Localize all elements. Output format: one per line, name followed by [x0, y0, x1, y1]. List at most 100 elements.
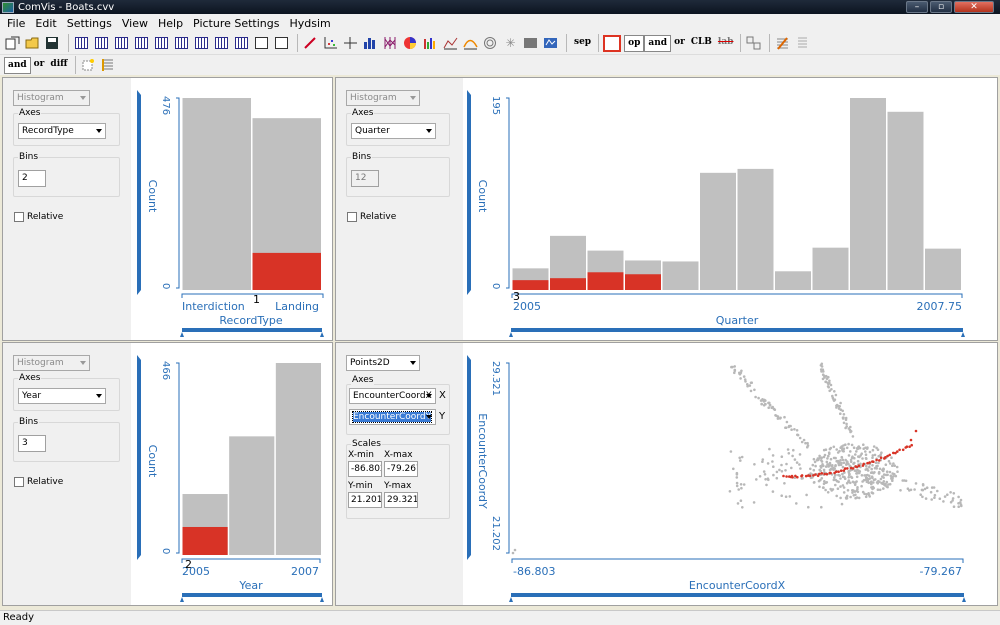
view-type-select[interactable]: Histogram [13, 90, 90, 106]
relative-checkbox-box[interactable] [14, 212, 24, 222]
view-grid-9-icon[interactable] [233, 35, 250, 52]
menu-help[interactable]: Help [157, 16, 184, 30]
y-range-slider[interactable] [137, 95, 141, 290]
lab-button[interactable]: lab [717, 36, 734, 47]
x-slider-handle-right[interactable] [320, 332, 324, 337]
y-range-slider[interactable] [467, 95, 471, 290]
y-slider-handle-top[interactable] [467, 90, 471, 95]
histogram-bar[interactable] [887, 111, 924, 291]
relative-checkbox-box[interactable] [14, 477, 24, 487]
menu-edit[interactable]: Edit [35, 16, 57, 30]
duplicate-view-icon[interactable] [273, 35, 290, 52]
open-icon[interactable] [24, 35, 41, 52]
selected-bar[interactable] [550, 278, 586, 290]
edit-properties-icon[interactable] [774, 35, 791, 52]
x-range-slider[interactable] [511, 593, 964, 597]
x-slider-handle-right[interactable] [961, 332, 965, 337]
relative-checkbox-box[interactable] [347, 212, 357, 222]
histogram-bar[interactable] [775, 271, 811, 290]
scatterplot-encounter[interactable]: EncounterCoordY 29.321 21.202 -86.803 -7… [463, 343, 998, 606]
histogram-bar[interactable] [229, 436, 275, 555]
histogram-bar[interactable] [850, 98, 886, 290]
y-slider-handle-bottom[interactable] [467, 555, 471, 560]
pie-chart-icon[interactable] [402, 35, 419, 52]
menu-file[interactable]: File [7, 16, 26, 30]
selected-bar[interactable] [182, 526, 228, 555]
y-slider-handle-top[interactable] [137, 355, 141, 360]
view-type-select[interactable]: Points2D [346, 355, 420, 371]
view-grid-2-icon[interactable] [93, 35, 110, 52]
map-icon[interactable] [542, 35, 559, 52]
y-slider-handle-top[interactable] [467, 355, 471, 360]
x-slider-handle-left[interactable] [509, 332, 513, 337]
scatterplot-icon[interactable] [322, 35, 339, 52]
ymin-input[interactable]: 21.2016 [348, 492, 382, 508]
axis-y-select[interactable]: EncounterCoordY [349, 409, 436, 425]
y-range-slider[interactable] [467, 360, 471, 555]
menu-picture-settings[interactable]: Picture Settings [193, 16, 280, 30]
view-type-select[interactable]: Histogram [13, 355, 90, 371]
or-selection-button[interactable]: or [33, 58, 45, 69]
selection-list-icon[interactable] [100, 57, 117, 74]
y-slider-handle-bottom[interactable] [467, 290, 471, 295]
y-range-slider[interactable] [137, 360, 141, 555]
sep-button[interactable]: sep [574, 36, 592, 47]
star-icon[interactable]: ✳ [505, 36, 516, 50]
and-button[interactable]: and [644, 34, 672, 52]
axis-select[interactable]: Quarter [351, 123, 436, 139]
ymax-input[interactable]: 29.3217 [384, 492, 418, 508]
view-grid-8-icon[interactable] [213, 35, 230, 52]
axis-select[interactable]: Year [18, 388, 106, 404]
view-grid-1-icon[interactable] [73, 35, 90, 52]
selected-bar[interactable] [512, 280, 549, 290]
x-slider-handle-left[interactable] [180, 597, 184, 602]
view-type-select[interactable]: Histogram [346, 90, 420, 106]
maximize-button[interactable]: ▫ [930, 1, 952, 13]
op-button[interactable]: op [624, 34, 645, 52]
selected-bar[interactable] [625, 274, 661, 290]
x-range-slider[interactable] [511, 328, 963, 332]
link-views-icon[interactable] [745, 35, 762, 52]
list-icon[interactable] [794, 35, 811, 52]
and-selection-button[interactable]: and [4, 56, 31, 74]
histogram-recordtype[interactable]: Count 476 0 Interdiction Landing 1 Recor… [131, 78, 333, 341]
histogram-bar[interactable] [275, 363, 321, 555]
view-grid-3-icon[interactable] [113, 35, 130, 52]
relative-checkbox[interactable]: Relative [347, 212, 396, 222]
minimize-button[interactable]: – [906, 1, 928, 13]
axis-x-select[interactable]: EncounterCoordX [349, 388, 436, 404]
y-slider-handle-bottom[interactable] [137, 555, 141, 560]
menu-hydsim[interactable]: Hydsim [289, 16, 331, 30]
menu-settings[interactable]: Settings [66, 16, 112, 30]
parallel-coords-icon[interactable] [382, 35, 399, 52]
new-selection-icon[interactable] [80, 57, 97, 74]
view-grid-7-icon[interactable] [193, 35, 210, 52]
save-icon[interactable] [44, 35, 61, 52]
x-slider-handle-right[interactable] [962, 597, 966, 602]
xmin-input[interactable]: -86.802 [348, 461, 382, 477]
or-button[interactable]: or [674, 36, 685, 47]
selected-bar[interactable] [587, 272, 624, 290]
axis-select[interactable]: RecordType [18, 123, 106, 139]
image-icon[interactable] [522, 35, 539, 52]
brush-icon[interactable] [302, 35, 319, 52]
x-range-slider[interactable] [182, 593, 322, 597]
y-slider-handle-top[interactable] [137, 90, 141, 95]
curve-icon[interactable] [462, 35, 479, 52]
selected-bar[interactable] [252, 252, 322, 290]
timeline-icon[interactable] [442, 35, 459, 52]
histogram-bar[interactable] [700, 172, 736, 290]
close-button[interactable]: ✕ [954, 1, 994, 13]
histogram-bar[interactable] [812, 247, 849, 290]
relative-checkbox[interactable]: Relative [14, 212, 63, 222]
view-grid-6-icon[interactable] [173, 35, 190, 52]
diff-selection-button[interactable]: diff [50, 58, 68, 69]
menu-view[interactable]: View [121, 16, 148, 30]
bar-chart-icon[interactable] [422, 35, 439, 52]
histogram-icon[interactable] [362, 35, 379, 52]
clb-button[interactable]: CLB [690, 36, 712, 47]
layout-icon[interactable] [603, 34, 622, 52]
spiral-icon[interactable] [482, 35, 499, 52]
new-icon[interactable] [4, 35, 21, 52]
relative-checkbox[interactable]: Relative [14, 477, 63, 487]
